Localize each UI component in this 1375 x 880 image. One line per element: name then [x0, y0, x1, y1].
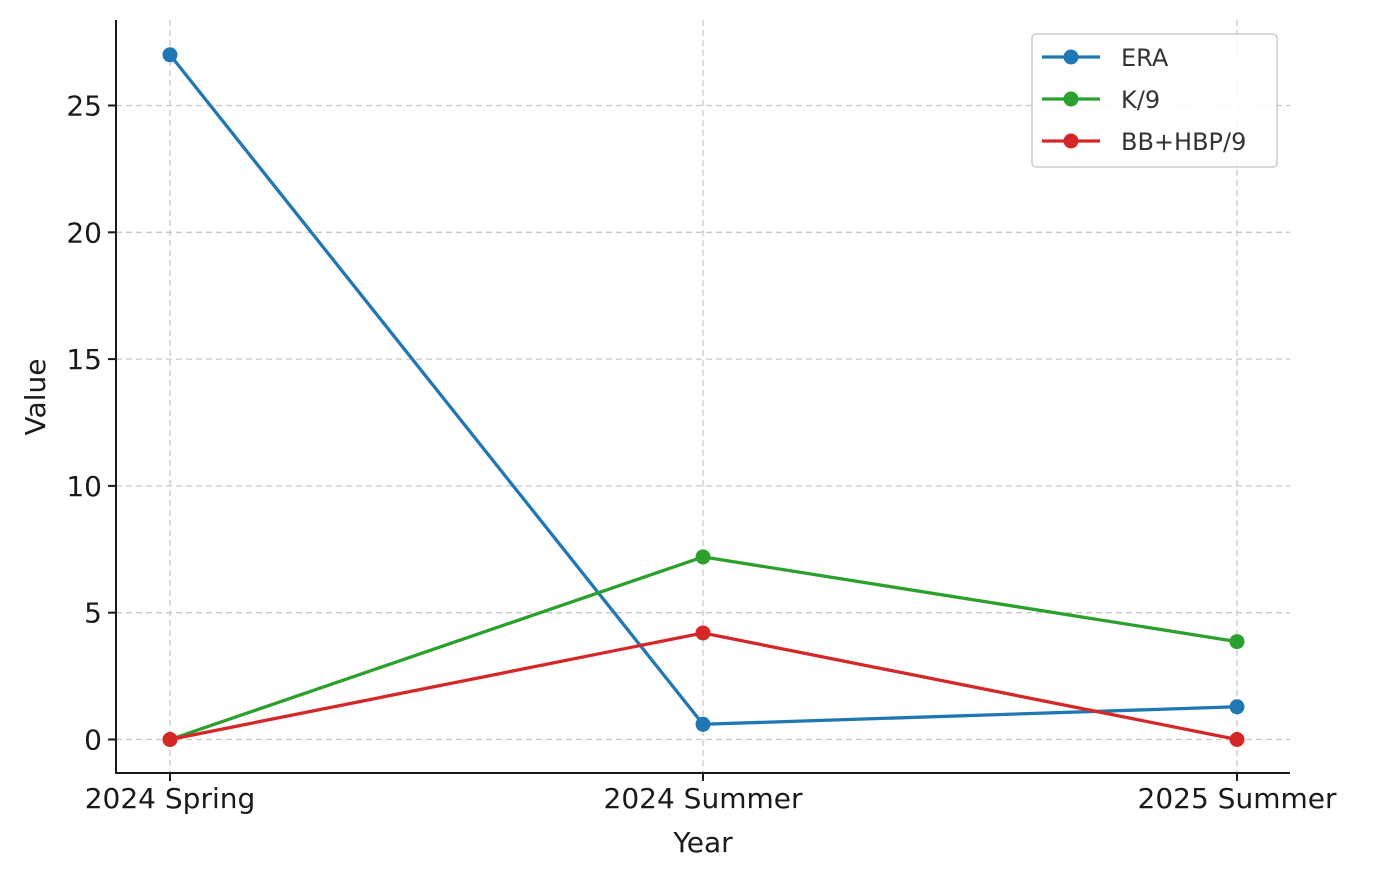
- x-axis-ticks: 2024 Spring 2024 Summer 2025 Summer: [85, 773, 1337, 815]
- legend-item: K/9: [1042, 86, 1160, 114]
- legend-item: ERA: [1042, 44, 1169, 72]
- y-tick-label: 10: [66, 470, 102, 503]
- legend-label: BB+HBP/9: [1121, 128, 1246, 156]
- series-lines: [162, 47, 1245, 747]
- x-tick-label: 2025 Summer: [1138, 782, 1337, 815]
- data-point: [695, 716, 711, 732]
- y-tick-label: 5: [84, 597, 102, 630]
- data-point: [1229, 732, 1245, 747]
- data-point: [162, 47, 178, 63]
- data-point: [695, 625, 711, 641]
- legend-label: ERA: [1121, 44, 1169, 72]
- x-tick-label: 2024 Summer: [604, 782, 803, 815]
- legend-frame: [1031, 33, 1278, 168]
- legend-marker: [1063, 49, 1079, 65]
- data-point: [1229, 634, 1245, 650]
- y-tick-label: 15: [66, 343, 102, 376]
- legend-label: K/9: [1121, 86, 1160, 114]
- legend-item: BB+HBP/9: [1042, 128, 1246, 156]
- y-tick-label: 0: [84, 724, 102, 757]
- series-bb-hbp-9: [162, 625, 1245, 747]
- legend-marker: [1063, 91, 1079, 107]
- series-era: [162, 47, 1245, 732]
- data-point: [162, 732, 178, 747]
- legend: ERA K/9 BB+HBP/9: [1031, 33, 1278, 168]
- x-axis-title: Year: [672, 826, 733, 859]
- y-axis-ticks: 0 5 10 15 20 25: [66, 90, 116, 757]
- data-point: [695, 549, 711, 565]
- data-point: [1229, 699, 1245, 715]
- legend-marker: [1063, 133, 1079, 149]
- y-tick-label: 20: [66, 216, 102, 249]
- y-tick-label: 25: [66, 90, 102, 123]
- x-tick-label: 2024 Spring: [85, 782, 256, 815]
- y-axis-title: Value: [19, 359, 52, 436]
